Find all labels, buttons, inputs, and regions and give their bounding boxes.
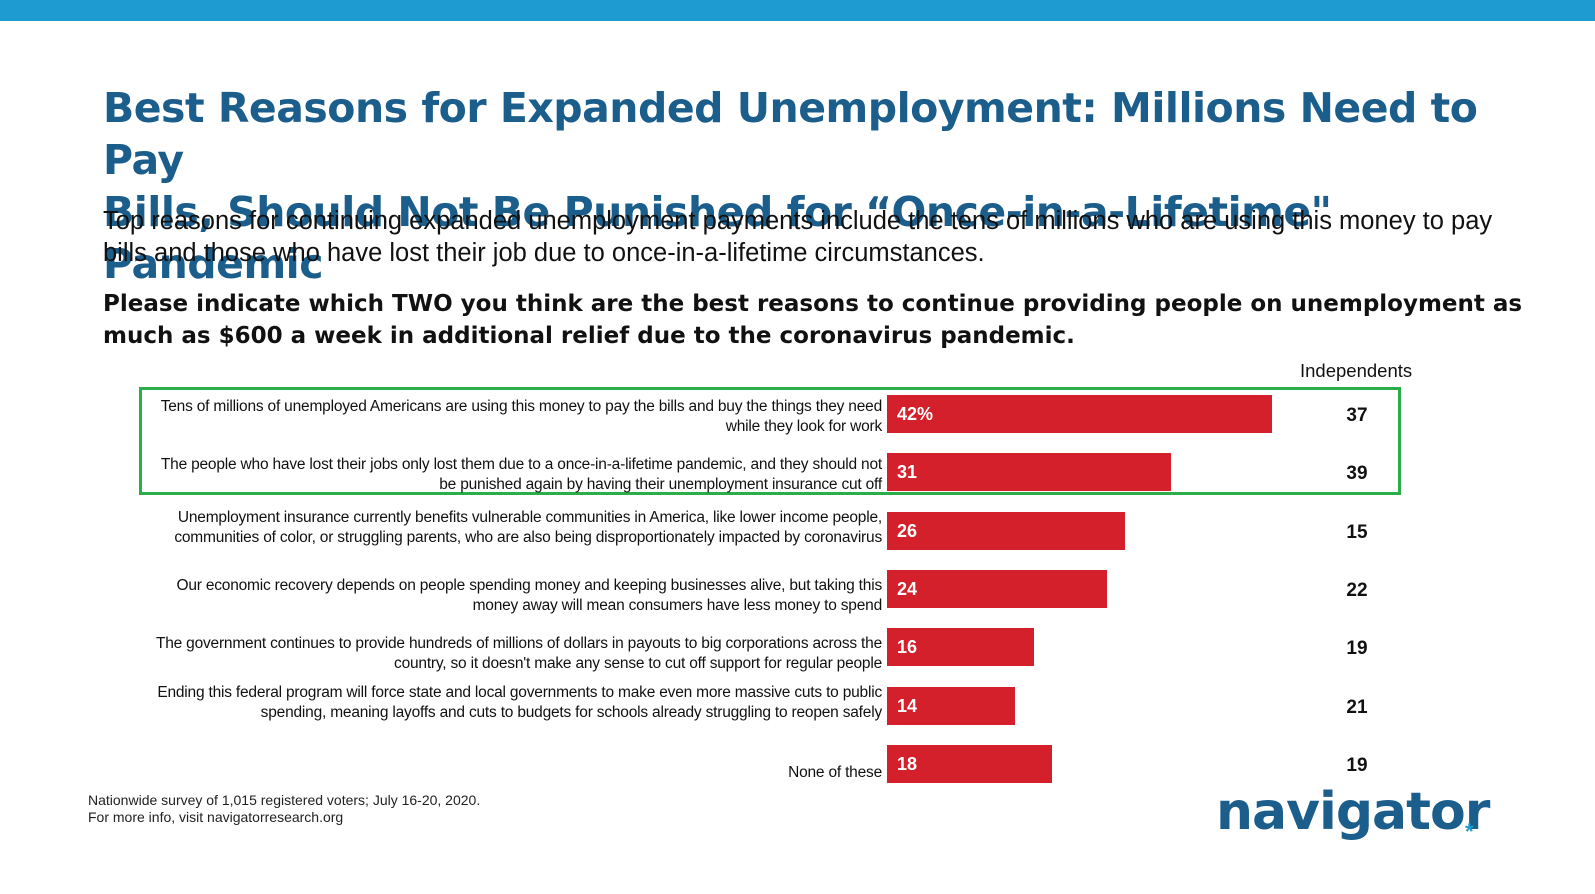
navigator-logo: navigator	[1216, 782, 1490, 842]
row-label: Ending this federal program will force s…	[157, 683, 882, 721]
independents-value: 21	[1346, 696, 1368, 718]
bar-value-label: 42%	[897, 404, 934, 424]
independents-value: 39	[1346, 463, 1368, 485]
independents-value: 19	[1346, 754, 1368, 776]
title-line-2: Bills, Should Not Be Punished for “Once-…	[103, 188, 1332, 288]
footnote-link[interactable]: For more info, visit navigatorresearch.o…	[88, 809, 344, 825]
survey-question: Please indicate which TWO you think are …	[103, 291, 1523, 349]
row-label: The people who have lost their jobs only…	[160, 456, 882, 494]
title-line-1: Best Reasons for Expanded Unemployment: …	[103, 84, 1478, 184]
row-label: Our economic recovery depends on people …	[176, 576, 882, 614]
bar	[887, 628, 1034, 667]
bar	[887, 569, 1107, 608]
bar-value-label: 16	[897, 637, 918, 658]
independents-value: 19	[1346, 638, 1368, 660]
bar	[887, 395, 1272, 433]
bar	[887, 511, 1126, 550]
bar	[887, 744, 1052, 783]
bar-value-label: 24	[897, 578, 918, 599]
bar-value-label: 26	[897, 520, 918, 541]
independents-value: 15	[1346, 521, 1368, 543]
row-label: None of these	[788, 763, 882, 781]
bar	[887, 686, 1016, 725]
independents-value: 22	[1346, 579, 1368, 601]
bar-value-label: 31	[897, 462, 918, 483]
footnote-source: Nationwide survey of 1,015 registered vo…	[88, 792, 481, 808]
bar-value-label: 18	[897, 753, 918, 774]
independents-value: 37	[1346, 405, 1368, 426]
bar	[887, 453, 1172, 492]
logo-mark: *	[1465, 819, 1474, 844]
independents-column-header: Independents	[1300, 360, 1413, 381]
top-accent-bar	[0, 0, 1595, 21]
subtitle: Top reasons for continuing expanded unem…	[103, 207, 1493, 267]
page-title: Best Reasons for Expanded Unemployment: …	[103, 82, 1543, 290]
footnote: Nationwide survey of 1,015 registered vo…	[88, 792, 480, 826]
row-label: Tens of millions of unemployed Americans…	[160, 398, 883, 435]
row-label: Unemployment insurance currently benefit…	[174, 508, 882, 546]
bar-value-label: 14	[897, 695, 918, 716]
highlight-box	[139, 387, 1401, 495]
row-label: The government continues to provide hund…	[155, 635, 882, 673]
